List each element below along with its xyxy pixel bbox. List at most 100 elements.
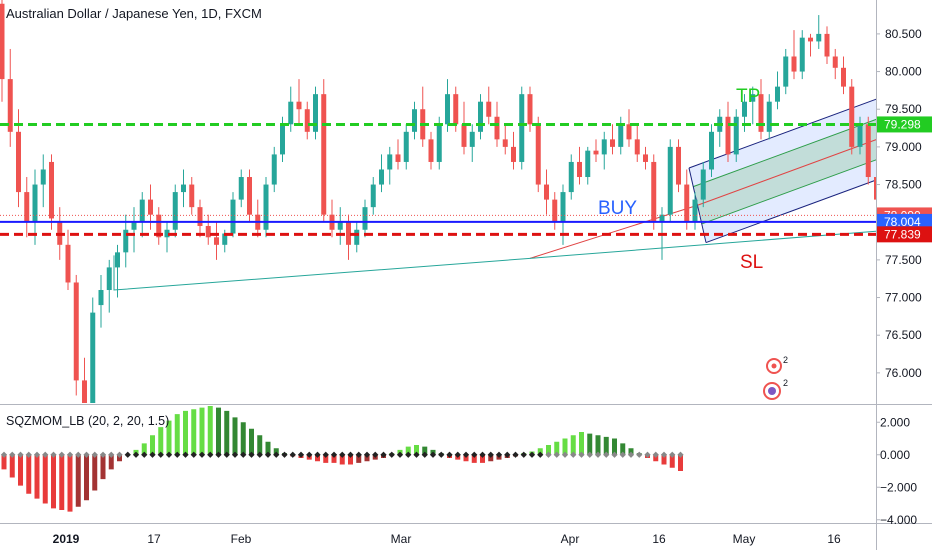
candle-body <box>527 94 533 125</box>
momentum-bar <box>216 407 221 455</box>
squeeze-dot <box>314 451 321 458</box>
momentum-bar <box>240 422 246 455</box>
price-tag-label: 79.298 <box>884 117 921 131</box>
price-tag-label: 77.839 <box>884 227 921 241</box>
chart-title: Australian Dollar / Japanese Yen, 1D, FX… <box>6 6 262 21</box>
candle-body <box>387 154 393 170</box>
candle-body <box>304 109 310 132</box>
momentum-bar <box>191 409 197 455</box>
candle-body <box>115 252 120 268</box>
candle-body <box>32 184 38 223</box>
squeeze-dot <box>273 451 280 458</box>
candle-body <box>857 124 863 147</box>
time-tick-label: 16 <box>827 532 841 546</box>
momentum-bar <box>323 454 329 463</box>
time-tick-label: 2019 <box>53 532 80 546</box>
price-tick-label: 80.500 <box>885 27 922 41</box>
momentum-bar <box>26 454 32 494</box>
annotation-tp: TP <box>736 86 760 107</box>
squeeze-dot <box>264 451 272 458</box>
squeeze-dot <box>495 451 503 458</box>
candle-body <box>156 214 162 238</box>
squeeze-dot <box>421 451 428 458</box>
candle-body <box>197 207 203 226</box>
momentum-bar <box>75 454 81 507</box>
candle-body <box>733 116 739 155</box>
candle-body <box>791 56 797 72</box>
momentum-bar <box>488 454 494 462</box>
candle-body <box>816 33 822 42</box>
squeeze-dot <box>405 451 412 458</box>
event-marker-icon <box>766 358 782 374</box>
candle-body <box>354 229 360 245</box>
momentum-bar <box>92 454 98 491</box>
time-tick-label: May <box>733 532 756 546</box>
momentum-bar <box>356 454 362 463</box>
squeeze-dot <box>479 451 486 458</box>
price-tag-tp <box>877 116 932 133</box>
squeeze-dot <box>388 451 395 458</box>
momentum-bar <box>678 454 683 471</box>
candle-body <box>131 222 137 230</box>
candle-body <box>189 184 195 208</box>
momentum-bar <box>34 454 40 499</box>
candle-body <box>24 192 30 223</box>
momentum-bar <box>603 436 609 455</box>
annotation-buy: BUY <box>598 198 637 219</box>
indicator-tick-label: 0.000 <box>880 448 910 462</box>
candle-body <box>82 380 87 403</box>
candle-body <box>502 139 508 147</box>
candle-body <box>700 169 706 200</box>
candle-body <box>758 94 764 132</box>
candle-body <box>552 199 558 223</box>
annotation-sl: SL <box>740 252 763 273</box>
candle-body <box>568 161 574 193</box>
squeeze-dot <box>347 451 354 458</box>
candle-body <box>643 154 648 162</box>
candle-body <box>601 139 607 155</box>
candle-body <box>222 233 228 245</box>
candle-body <box>849 86 855 147</box>
candle-body <box>841 67 846 87</box>
support-trendline <box>113 230 876 291</box>
momentum-bar <box>339 454 345 465</box>
candle-body <box>90 312 96 403</box>
momentum-bar <box>18 454 23 486</box>
candle-body <box>461 124 467 147</box>
candle-body <box>106 267 112 291</box>
candle-body <box>494 116 500 140</box>
momentum-bar <box>315 454 320 462</box>
squeeze-dot <box>438 451 445 458</box>
candle-body <box>469 131 475 147</box>
candle-body <box>65 244 71 283</box>
candle-body <box>16 131 21 193</box>
momentum-bar <box>166 420 172 455</box>
momentum-bar <box>422 446 428 455</box>
momentum-bar <box>554 441 560 455</box>
time-tick-label: Apr <box>561 532 580 546</box>
momentum-bar <box>1 454 7 470</box>
candle-body <box>511 146 516 162</box>
candle-body <box>659 214 665 223</box>
momentum-bar <box>59 454 65 510</box>
candle-body <box>750 94 756 102</box>
squeeze-dot <box>396 451 404 458</box>
candle-body <box>403 131 409 162</box>
candle-body <box>618 124 624 147</box>
squeeze-dot <box>289 451 296 458</box>
momentum-bar <box>661 454 667 465</box>
pitchfork-outer-fill <box>689 99 876 243</box>
candle-body <box>519 94 525 162</box>
candle-body <box>214 237 219 245</box>
momentum-bar <box>265 441 271 455</box>
squeeze-dot <box>124 451 131 458</box>
squeeze-dot <box>504 451 511 458</box>
candle-body <box>577 161 582 178</box>
momentum-bar <box>199 407 205 455</box>
candle-body <box>49 161 54 219</box>
momentum-bar <box>331 454 337 463</box>
squeeze-dot <box>636 451 643 458</box>
squeeze-dot <box>355 451 362 458</box>
momentum-bar <box>570 435 576 455</box>
